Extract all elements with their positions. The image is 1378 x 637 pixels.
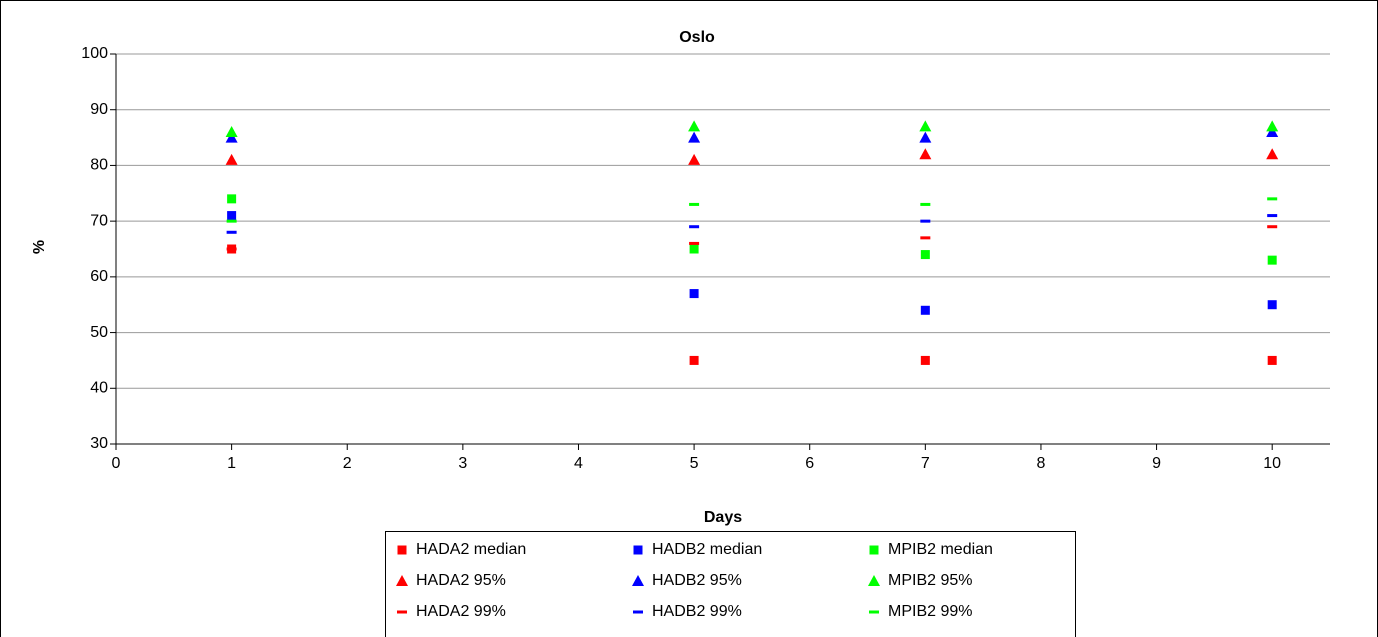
legend-label: HADA2 median bbox=[416, 541, 526, 558]
legend-label: HADB2 median bbox=[652, 541, 762, 558]
marker bbox=[688, 131, 701, 143]
y-tick-label: 60 bbox=[90, 268, 108, 285]
marker bbox=[689, 225, 700, 229]
marker bbox=[1267, 214, 1278, 218]
legend-label: MPIB2 median bbox=[888, 541, 993, 558]
y-tick-label: 30 bbox=[90, 435, 108, 452]
marker bbox=[689, 241, 700, 245]
legend-label: HADB2 99% bbox=[652, 603, 742, 620]
marker bbox=[919, 148, 932, 160]
chart-title: Oslo bbox=[679, 29, 715, 46]
legend-marker bbox=[632, 575, 644, 586]
marker bbox=[920, 202, 931, 206]
x-tick-label: 8 bbox=[1036, 455, 1045, 472]
legend-label: MPIB2 99% bbox=[888, 603, 972, 620]
y-tick-label: 80 bbox=[90, 157, 108, 174]
x-tick-label: 4 bbox=[574, 455, 583, 472]
legend-label: HADB2 95% bbox=[652, 572, 742, 589]
marker bbox=[227, 211, 237, 221]
marker bbox=[689, 355, 699, 365]
marker bbox=[920, 355, 930, 365]
marker bbox=[226, 230, 237, 234]
x-tick-label: 10 bbox=[1263, 455, 1281, 472]
marker bbox=[225, 153, 238, 165]
marker bbox=[920, 250, 930, 260]
marker bbox=[1267, 255, 1277, 265]
marker bbox=[1266, 126, 1279, 137]
legend-marker bbox=[633, 545, 643, 555]
marker bbox=[1266, 120, 1279, 132]
y-tick-label: 40 bbox=[90, 380, 108, 397]
y-axis-title: % bbox=[31, 240, 48, 254]
x-tick-label: 7 bbox=[921, 455, 930, 472]
marker bbox=[225, 131, 238, 143]
x-tick-label: 3 bbox=[458, 455, 467, 472]
y-tick-label: 70 bbox=[90, 212, 108, 229]
x-tick-label: 6 bbox=[805, 455, 814, 472]
marker bbox=[1266, 148, 1279, 160]
legend-label: HADA2 99% bbox=[416, 603, 506, 620]
legend-marker bbox=[869, 610, 879, 614]
marker bbox=[1267, 300, 1277, 310]
marker bbox=[227, 194, 237, 204]
x-tick-label: 9 bbox=[1152, 455, 1161, 472]
legend-marker bbox=[396, 575, 408, 586]
marker bbox=[1267, 225, 1278, 229]
x-tick-label: 1 bbox=[227, 455, 236, 472]
marker bbox=[226, 247, 237, 251]
y-tick-label: 100 bbox=[81, 45, 108, 62]
marker bbox=[1267, 355, 1277, 365]
marker bbox=[920, 236, 931, 240]
legend-marker bbox=[868, 575, 880, 586]
legend-label: HADA2 95% bbox=[416, 572, 506, 589]
y-tick-label: 90 bbox=[90, 101, 108, 118]
marker bbox=[226, 219, 237, 223]
marker bbox=[919, 120, 932, 132]
marker bbox=[688, 120, 701, 132]
legend-marker bbox=[397, 610, 407, 614]
marker bbox=[688, 153, 701, 165]
marker bbox=[920, 219, 931, 223]
y-tick-label: 50 bbox=[90, 324, 108, 341]
x-tick-label: 0 bbox=[112, 455, 121, 472]
legend-label: MPIB2 95% bbox=[888, 572, 972, 589]
marker bbox=[689, 289, 699, 299]
legend-marker bbox=[633, 610, 643, 614]
marker bbox=[920, 305, 930, 315]
marker bbox=[689, 244, 699, 254]
legend-marker bbox=[869, 545, 879, 555]
legend bbox=[385, 531, 1076, 637]
marker bbox=[225, 126, 238, 137]
legend-marker bbox=[397, 545, 407, 555]
marker bbox=[689, 202, 700, 206]
marker bbox=[919, 131, 932, 143]
marker bbox=[1267, 197, 1278, 201]
x-tick-label: 2 bbox=[343, 455, 352, 472]
x-axis-title: Days bbox=[704, 509, 742, 526]
x-tick-label: 5 bbox=[690, 455, 699, 472]
